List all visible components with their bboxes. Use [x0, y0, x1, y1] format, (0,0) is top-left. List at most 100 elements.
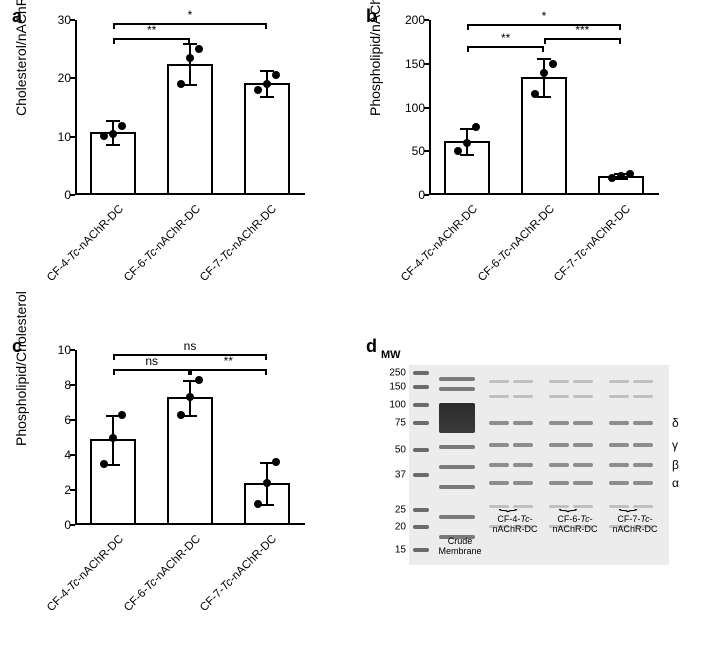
ladder-band — [413, 508, 429, 512]
data-point — [463, 139, 471, 147]
significance-drop — [542, 46, 544, 52]
significance-drop — [619, 38, 621, 44]
data-point — [263, 479, 271, 487]
ytick-label: 10 — [58, 130, 75, 144]
subunit-band — [513, 443, 533, 447]
subunit-band — [549, 443, 569, 447]
gel-band — [513, 395, 533, 398]
subunit-label: δ — [669, 416, 679, 430]
ytick-label: 4 — [64, 448, 75, 462]
subunit-band — [633, 463, 653, 467]
mw-mark: 50 — [395, 445, 409, 456]
data-point — [531, 90, 539, 98]
significance-bracket — [113, 38, 190, 40]
gel-band — [549, 395, 569, 398]
y-axis — [75, 350, 77, 525]
data-point — [177, 80, 185, 88]
gel-band — [573, 395, 593, 398]
error-cap — [106, 120, 120, 122]
panel-d: d250150100755037252015⏟CF-4-Tc-nAChR-DC⏟… — [354, 330, 708, 660]
x-tick-label: CF-6-Tc-nAChR-DC — [122, 203, 203, 284]
ytick-label: 100 — [405, 101, 429, 115]
data-point — [454, 147, 462, 155]
gel-image: 250150100755037252015⏟CF-4-Tc-nAChR-DC⏟C… — [409, 365, 669, 565]
ladder-band — [413, 385, 429, 389]
ytick-label: 50 — [412, 144, 429, 158]
significance-drop — [544, 38, 546, 44]
subunit-band — [573, 463, 593, 467]
data-point — [626, 170, 634, 178]
significance-drop — [265, 354, 267, 360]
significance-text: ns — [184, 339, 197, 353]
y-axis — [429, 20, 431, 195]
gel-band — [439, 445, 475, 449]
data-point — [109, 130, 117, 138]
error-cap — [460, 154, 474, 156]
subunit-band — [549, 463, 569, 467]
gel-band — [633, 380, 653, 383]
chart-area: 050100150200CF-4-Tc-nAChR-DCCF-6-Tc-nACh… — [429, 20, 659, 195]
data-point — [617, 172, 625, 180]
brace-icon: ⏟ — [619, 495, 637, 512]
ytick-label: 30 — [58, 13, 75, 27]
mw-mark: 25 — [395, 505, 409, 516]
data-point — [109, 434, 117, 442]
gel-band — [513, 380, 533, 383]
ytick-label: 20 — [58, 71, 75, 85]
y-axis — [75, 20, 77, 195]
lane-label: CF-4-Tc-nAChR-DC — [487, 515, 543, 535]
ytick-label: 0 — [64, 188, 75, 202]
x-tick-label: CF-7-Tc-nAChR-DC — [552, 203, 633, 284]
significance-drop — [113, 23, 115, 29]
subunit-band — [633, 443, 653, 447]
lane-label: CF-6-Tc-nAChR-DC — [547, 515, 603, 535]
ytick-label: 2 — [64, 483, 75, 497]
data-point — [118, 411, 126, 419]
subunit-band — [489, 481, 509, 485]
error-cap — [537, 58, 551, 60]
mw-mark: 150 — [389, 382, 409, 393]
subunit-band — [513, 463, 533, 467]
data-point — [472, 123, 480, 131]
significance-bracket — [544, 38, 621, 40]
significance-text: ** — [501, 31, 510, 45]
mw-mark: 37 — [395, 470, 409, 481]
subunit-label: γ — [669, 438, 678, 452]
data-point — [263, 80, 271, 88]
gel-band — [573, 380, 593, 383]
mw-mark: 20 — [395, 522, 409, 533]
ladder-band — [413, 525, 429, 529]
ytick-label: 200 — [405, 13, 429, 27]
significance-drop — [113, 354, 115, 360]
significance-bracket — [467, 46, 544, 48]
gel-band — [609, 380, 629, 383]
x-tick-label: CF-4-Tc-nAChR-DC — [45, 533, 126, 614]
y-axis-label: Phospholipid/nAChR — [367, 100, 383, 116]
ytick-label: 6 — [64, 413, 75, 427]
gel-band — [489, 395, 509, 398]
brace-icon: ⏟ — [499, 495, 517, 512]
subunit-label: β — [669, 458, 679, 472]
subunit-band — [513, 421, 533, 425]
x-tick-label: CF-7-Tc-nAChR-DC — [198, 203, 279, 284]
significance-drop — [113, 38, 115, 44]
subunit-band — [489, 443, 509, 447]
subunit-band — [513, 481, 533, 485]
ladder-band — [413, 473, 429, 477]
data-point — [540, 69, 548, 77]
data-point — [195, 45, 203, 53]
significance-text: * — [542, 9, 547, 23]
data-point — [186, 54, 194, 62]
lane-label-crude: CrudeMembrane — [433, 537, 487, 557]
significance-drop — [467, 24, 469, 30]
mw-mark: 100 — [389, 400, 409, 411]
gel-band — [549, 380, 569, 383]
ladder-band — [413, 548, 429, 552]
panel-label-d: d — [366, 336, 377, 357]
chart-area: 0102030CF-4-Tc-nAChR-DCCF-6-Tc-nAChR-DCC… — [75, 20, 305, 195]
subunit-band — [633, 421, 653, 425]
error-bar — [189, 43, 191, 84]
significance-bracket — [467, 24, 620, 26]
mw-mark: 15 — [395, 545, 409, 556]
error-cap — [183, 84, 197, 86]
